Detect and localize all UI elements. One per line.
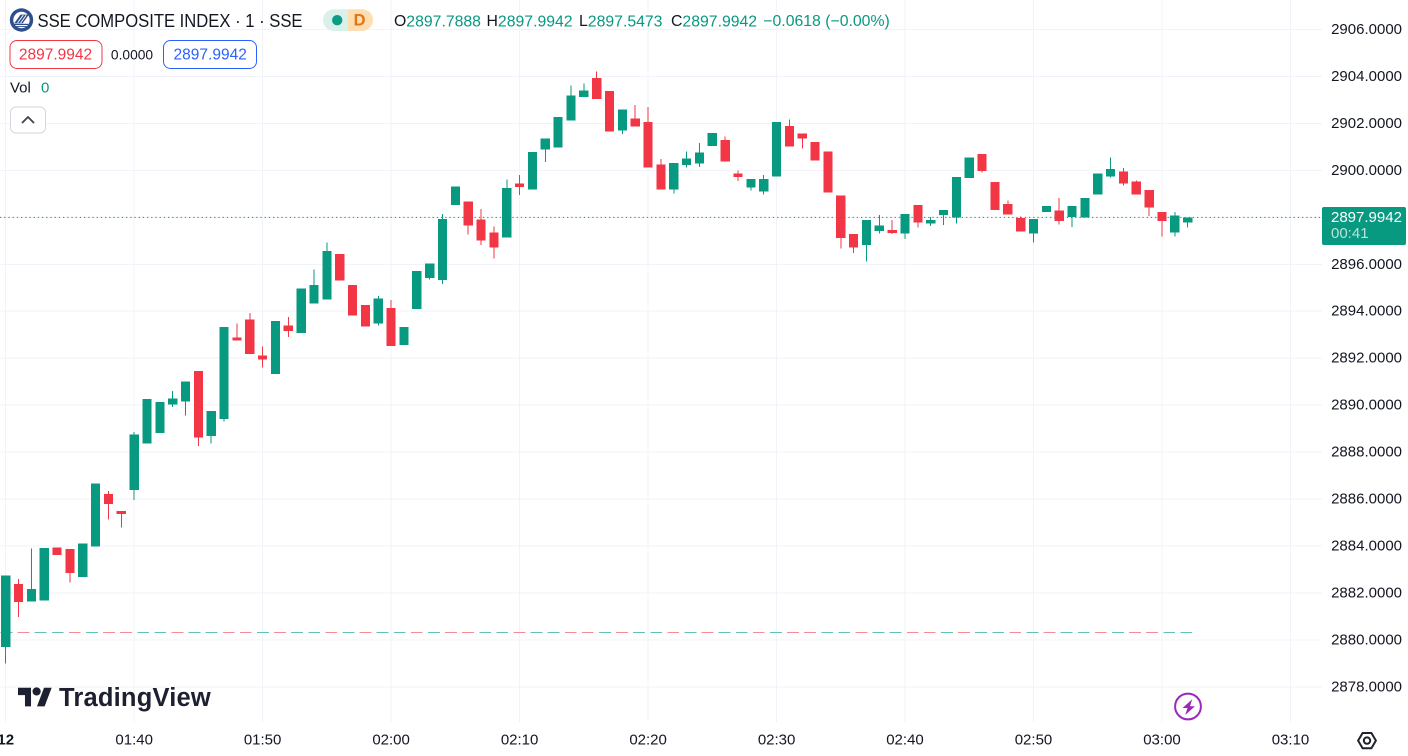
svg-text:2896.0000: 2896.0000 [1331,256,1402,273]
svg-text:01:40: 01:40 [115,732,153,749]
svg-text:H2897.9942: H2897.9942 [487,13,573,30]
svg-text:02:50: 02:50 [1015,732,1053,749]
svg-text:2900.0000: 2900.0000 [1331,162,1402,179]
svg-text:2886.0000: 2886.0000 [1331,491,1402,508]
svg-text:02:40: 02:40 [886,732,924,749]
svg-text:2906.0000: 2906.0000 [1331,21,1402,38]
svg-text:2884.0000: 2884.0000 [1331,538,1402,555]
svg-text:02:00: 02:00 [372,732,410,749]
svg-text:−0.0618 (−0.00%): −0.0618 (−0.00%) [763,13,889,30]
svg-text:2882.0000: 2882.0000 [1331,585,1402,602]
svg-text:2880.0000: 2880.0000 [1331,631,1402,648]
svg-text:2897.9942: 2897.9942 [1331,209,1402,226]
svg-text:2897.9942: 2897.9942 [19,46,92,63]
svg-text:03:10: 03:10 [1272,732,1310,749]
svg-text:O2897.7888: O2897.7888 [394,13,481,30]
svg-text:2897.9942: 2897.9942 [174,46,247,63]
svg-text:L2897.5473: L2897.5473 [579,13,663,30]
svg-text:12: 12 [0,732,14,749]
svg-text:2904.0000: 2904.0000 [1331,68,1402,85]
svg-text:2878.0000: 2878.0000 [1331,678,1402,695]
svg-text:2892.0000: 2892.0000 [1331,350,1402,367]
svg-text:02:20: 02:20 [629,732,667,749]
svg-text:03:00: 03:00 [1143,732,1181,749]
svg-text:01:50: 01:50 [244,732,282,749]
svg-text:Vol: Vol [10,80,31,97]
svg-text:C2897.9942: C2897.9942 [671,13,757,30]
svg-text:02:10: 02:10 [501,732,539,749]
svg-text:2902.0000: 2902.0000 [1331,115,1402,132]
svg-text:0.0000: 0.0000 [111,47,154,62]
svg-text:2894.0000: 2894.0000 [1331,303,1402,320]
svg-text:D: D [354,12,366,30]
svg-text:2890.0000: 2890.0000 [1331,397,1402,414]
svg-text:TradingView: TradingView [59,684,211,712]
svg-text:SSE COMPOSITE INDEX · 1 · SSE: SSE COMPOSITE INDEX · 1 · SSE [38,11,303,31]
svg-text:0: 0 [41,80,49,97]
svg-text:00:41: 00:41 [1331,225,1369,242]
svg-text:2888.0000: 2888.0000 [1331,444,1402,461]
svg-text:02:30: 02:30 [758,732,796,749]
